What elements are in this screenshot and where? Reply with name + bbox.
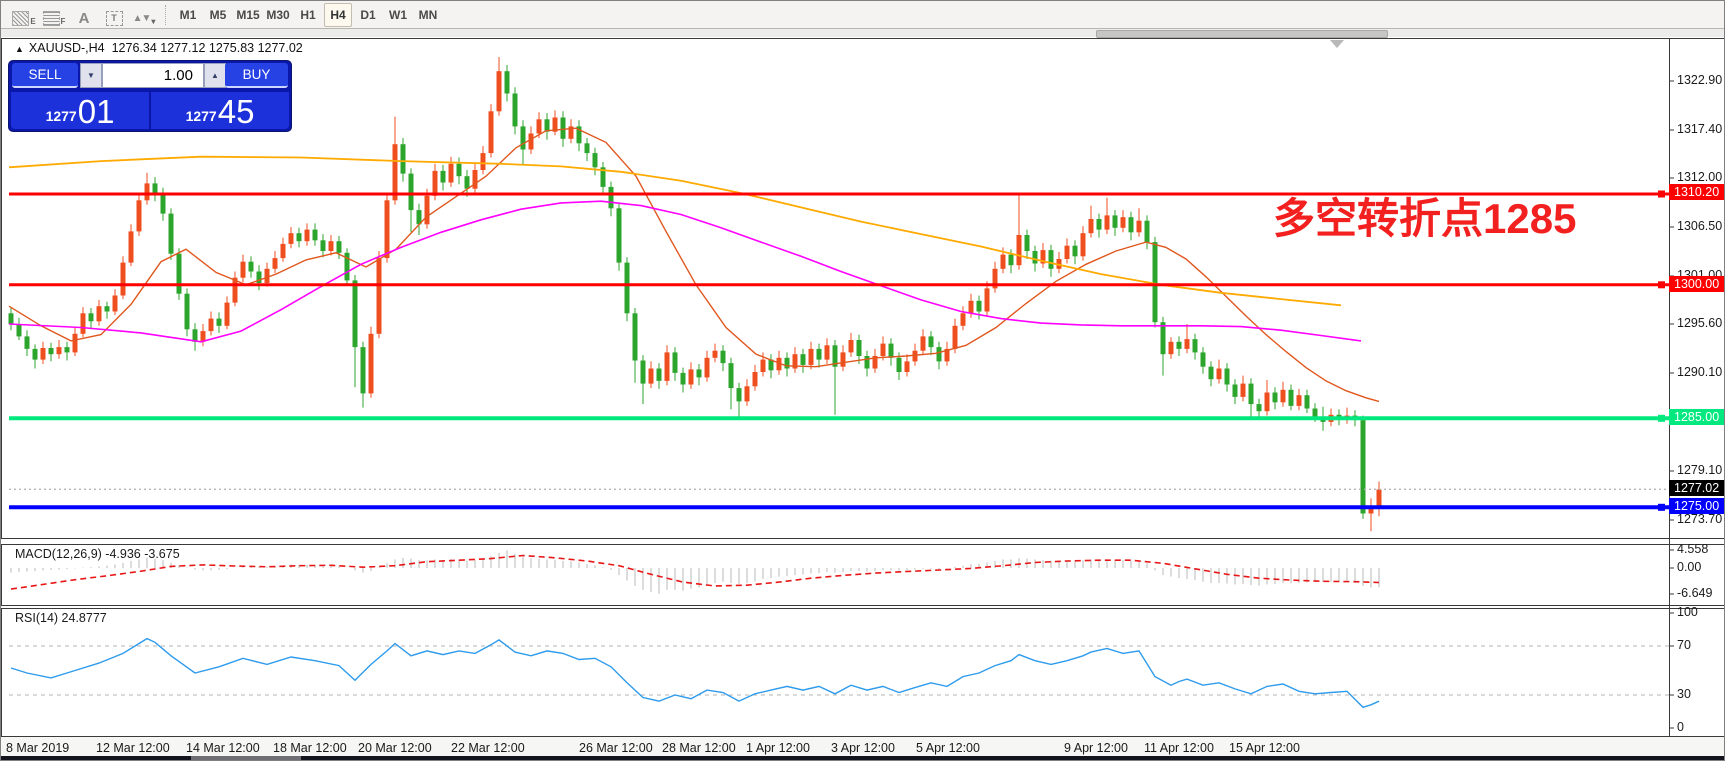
timeframe-button-h4[interactable]: H4	[324, 2, 352, 27]
toolbar: E F A T ▲▼ ▾ M1 M5 M15 M30 H1 H4 D1 W1 MN	[1, 1, 1724, 29]
rsi-panel-border	[1, 608, 1724, 737]
main-panel-border	[1, 38, 1724, 539]
chart-shift-marker-icon[interactable]	[1330, 40, 1344, 48]
ma-orange-line	[8, 155, 1342, 307]
chart-annotation-text: 多空转折点1285	[1273, 195, 1577, 242]
date-axis	[1, 737, 1724, 756]
date-axis-label: 22 Mar 12:00	[451, 741, 525, 755]
volume-input[interactable]	[102, 63, 204, 88]
timeframe-button-m5[interactable]: M5	[209, 7, 227, 22]
rsi-axis-label: 100	[1677, 605, 1698, 619]
price-axis-label: 1290.10	[1677, 365, 1723, 379]
buy-price[interactable]: 1277 45	[151, 92, 289, 129]
rsi-axis-label: 0	[1677, 720, 1684, 734]
sell-price[interactable]: 1277 01	[11, 92, 149, 129]
price-badge: 1300.00	[1669, 276, 1724, 292]
rsi-line	[10, 637, 1380, 709]
macd-histogram	[10, 550, 1380, 594]
timeframe-button-h1[interactable]: H1	[300, 7, 316, 22]
level-anchor	[1658, 281, 1665, 289]
macd-axis-label: -6.649	[1677, 586, 1713, 600]
date-axis-label: 8 Mar 2019	[6, 741, 70, 755]
date-axis-label: 15 Apr 12:00	[1229, 741, 1300, 755]
script-f-icon[interactable]: F	[41, 4, 67, 26]
macd-panel-border	[1, 544, 1724, 606]
price-axis-label: 1317.40	[1677, 122, 1723, 136]
macd-axis-label: 0.00	[1677, 560, 1702, 574]
macd-signal-line	[10, 554, 1380, 590]
date-axis-label: 28 Mar 12:00	[662, 741, 736, 755]
timeframe-group: M1 M5 M15 M30 H1 H4 D1 W1 MN	[173, 2, 443, 27]
timeframe-button-w1[interactable]: W1	[389, 7, 407, 22]
one-click-trade-panel: SELL ▼ ▲ BUY 1277 01 1277 45	[9, 61, 291, 131]
price-axis-label: 1312.00	[1677, 170, 1723, 184]
date-axis-label: 12 Mar 12:00	[96, 741, 170, 755]
chart-scroll-thumb[interactable]	[1096, 30, 1388, 38]
timeframe-button-mn[interactable]: MN	[418, 7, 438, 22]
date-axis-label: 9 Apr 12:00	[1064, 741, 1128, 755]
macd-axis-label: 4.558	[1677, 542, 1709, 556]
date-axis-label: 1 Apr 12:00	[746, 741, 810, 755]
text-box-icon[interactable]: T	[101, 4, 127, 26]
status-bar	[1, 756, 1724, 760]
price-badge: 1277.02	[1669, 480, 1724, 496]
arrows-tool-icon[interactable]: ▲▼ ▾	[132, 12, 156, 26]
rsi-label: RSI(14) 24.8777	[15, 611, 107, 625]
macd-label: MACD(12,26,9) -4.936 -3.675	[15, 547, 180, 561]
timeframe-button-m1[interactable]: M1	[179, 7, 197, 22]
date-axis-label: 14 Mar 12:00	[186, 741, 260, 755]
symbol-header[interactable]: ▲ XAUUSD-,H4 1276.34 1277.12 1275.83 1277…	[15, 41, 303, 55]
symbol-name: XAUUSD-,H4	[28, 41, 105, 55]
volume-down-button[interactable]: ▼	[80, 63, 102, 88]
collapse-icon[interactable]: ▲	[15, 44, 24, 54]
price-axis-label: 1279.10	[1677, 463, 1723, 477]
toolbar-separator	[165, 4, 167, 25]
date-axis-label: 20 Mar 12:00	[358, 741, 432, 755]
price-axis-label: 1322.90	[1677, 73, 1723, 87]
date-axis-label: 26 Mar 12:00	[579, 741, 653, 755]
level-anchor	[1658, 503, 1665, 511]
timeframe-button-d1[interactable]: D1	[360, 7, 376, 22]
level-anchor	[1658, 190, 1665, 198]
buy-button[interactable]: BUY	[225, 63, 288, 88]
price-badge: 1310.20	[1669, 184, 1724, 200]
rsi-axis-label: 30	[1677, 687, 1691, 701]
volume-up-button[interactable]: ▲	[204, 63, 226, 88]
chart-scroll-track[interactable]	[1, 29, 1724, 37]
date-axis-label: 3 Apr 12:00	[831, 741, 895, 755]
timeframe-button-m30[interactable]: M30	[266, 7, 290, 22]
date-axis-label: 5 Apr 12:00	[916, 741, 980, 755]
ma-magenta-line	[8, 200, 1362, 343]
sell-button[interactable]: SELL	[12, 63, 78, 88]
timeframe-button-m15[interactable]: M15	[236, 7, 260, 22]
text-label-icon[interactable]: A	[78, 9, 90, 27]
price-axis-label: 1295.60	[1677, 316, 1723, 330]
candles-group	[8, 57, 1382, 532]
rsi-axis-label: 70	[1677, 638, 1691, 652]
ma-fast-line	[8, 127, 1380, 403]
script-e-icon[interactable]: E	[11, 4, 37, 26]
date-axis-label: 18 Mar 12:00	[273, 741, 347, 755]
date-axis-label: 11 Apr 12:00	[1144, 741, 1214, 755]
symbol-ohlc: 1276.34 1277.12 1275.83 1277.02	[111, 41, 303, 55]
price-badge: 1275.00	[1669, 498, 1724, 514]
level-anchor	[1658, 414, 1665, 422]
price-axis-label: 1306.50	[1677, 219, 1723, 233]
price-axis-label: 1273.70	[1677, 512, 1723, 526]
price-badge: 1285.00	[1669, 409, 1724, 425]
